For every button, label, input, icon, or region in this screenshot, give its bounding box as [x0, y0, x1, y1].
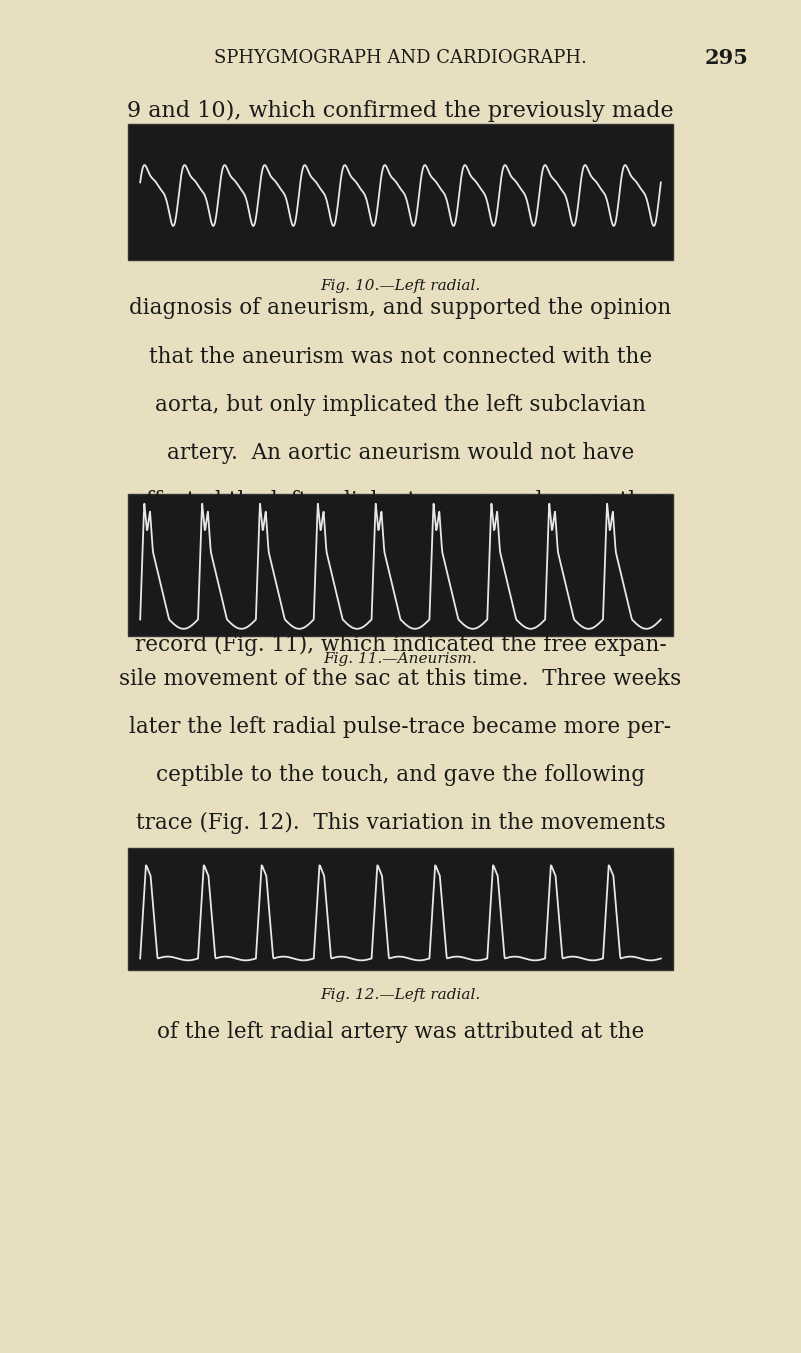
Text: affected the left radial artery so much more than: affected the left radial artery so much …: [132, 490, 669, 511]
Text: SPHYGMOGRAPH AND CARDIOGRAPH.: SPHYGMOGRAPH AND CARDIOGRAPH.: [214, 49, 587, 68]
FancyBboxPatch shape: [128, 848, 673, 970]
Text: 9 and 10), which confirmed the previously made: 9 and 10), which confirmed the previousl…: [127, 100, 674, 122]
Text: ceptible to the touch, and gave the following: ceptible to the touch, and gave the foll…: [156, 764, 645, 786]
Text: Fig. 12.—Left radial.: Fig. 12.—Left radial.: [320, 988, 481, 1001]
Text: trace (Fig. 12).  This variation in the movements: trace (Fig. 12). This variation in the m…: [135, 812, 666, 835]
FancyBboxPatch shape: [128, 124, 673, 260]
Text: that the aneurism was not connected with the: that the aneurism was not connected with…: [149, 345, 652, 368]
Text: record (Fig. 11), which indicated the free expan-: record (Fig. 11), which indicated the fr…: [135, 633, 666, 656]
Text: aorta, but only implicated the left subclavian: aorta, but only implicated the left subc…: [155, 394, 646, 415]
Text: later the left radial pulse-trace became more per-: later the left radial pulse-trace became…: [130, 716, 671, 739]
Text: the right.  The cardiograph was applied to the: the right. The cardiograph was applied t…: [148, 537, 653, 560]
Text: pulsation in the neck and gave the following: pulsation in the neck and gave the follo…: [158, 586, 643, 607]
Text: of the left radial artery was attributed at the: of the left radial artery was attributed…: [157, 1022, 644, 1043]
Text: 295: 295: [705, 49, 749, 68]
Text: diagnosis of aneurism, and supported the opinion: diagnosis of aneurism, and supported the…: [130, 298, 671, 319]
Text: artery.  An aortic aneurism would not have: artery. An aortic aneurism would not hav…: [167, 441, 634, 464]
FancyBboxPatch shape: [128, 494, 673, 636]
Text: Fig. 10.—Left radial.: Fig. 10.—Left radial.: [320, 279, 481, 292]
Text: Fig. 11.—Aneurism.: Fig. 11.—Aneurism.: [324, 652, 477, 666]
Text: sile movement of the sac at this time.  Three weeks: sile movement of the sac at this time. T…: [119, 668, 682, 690]
